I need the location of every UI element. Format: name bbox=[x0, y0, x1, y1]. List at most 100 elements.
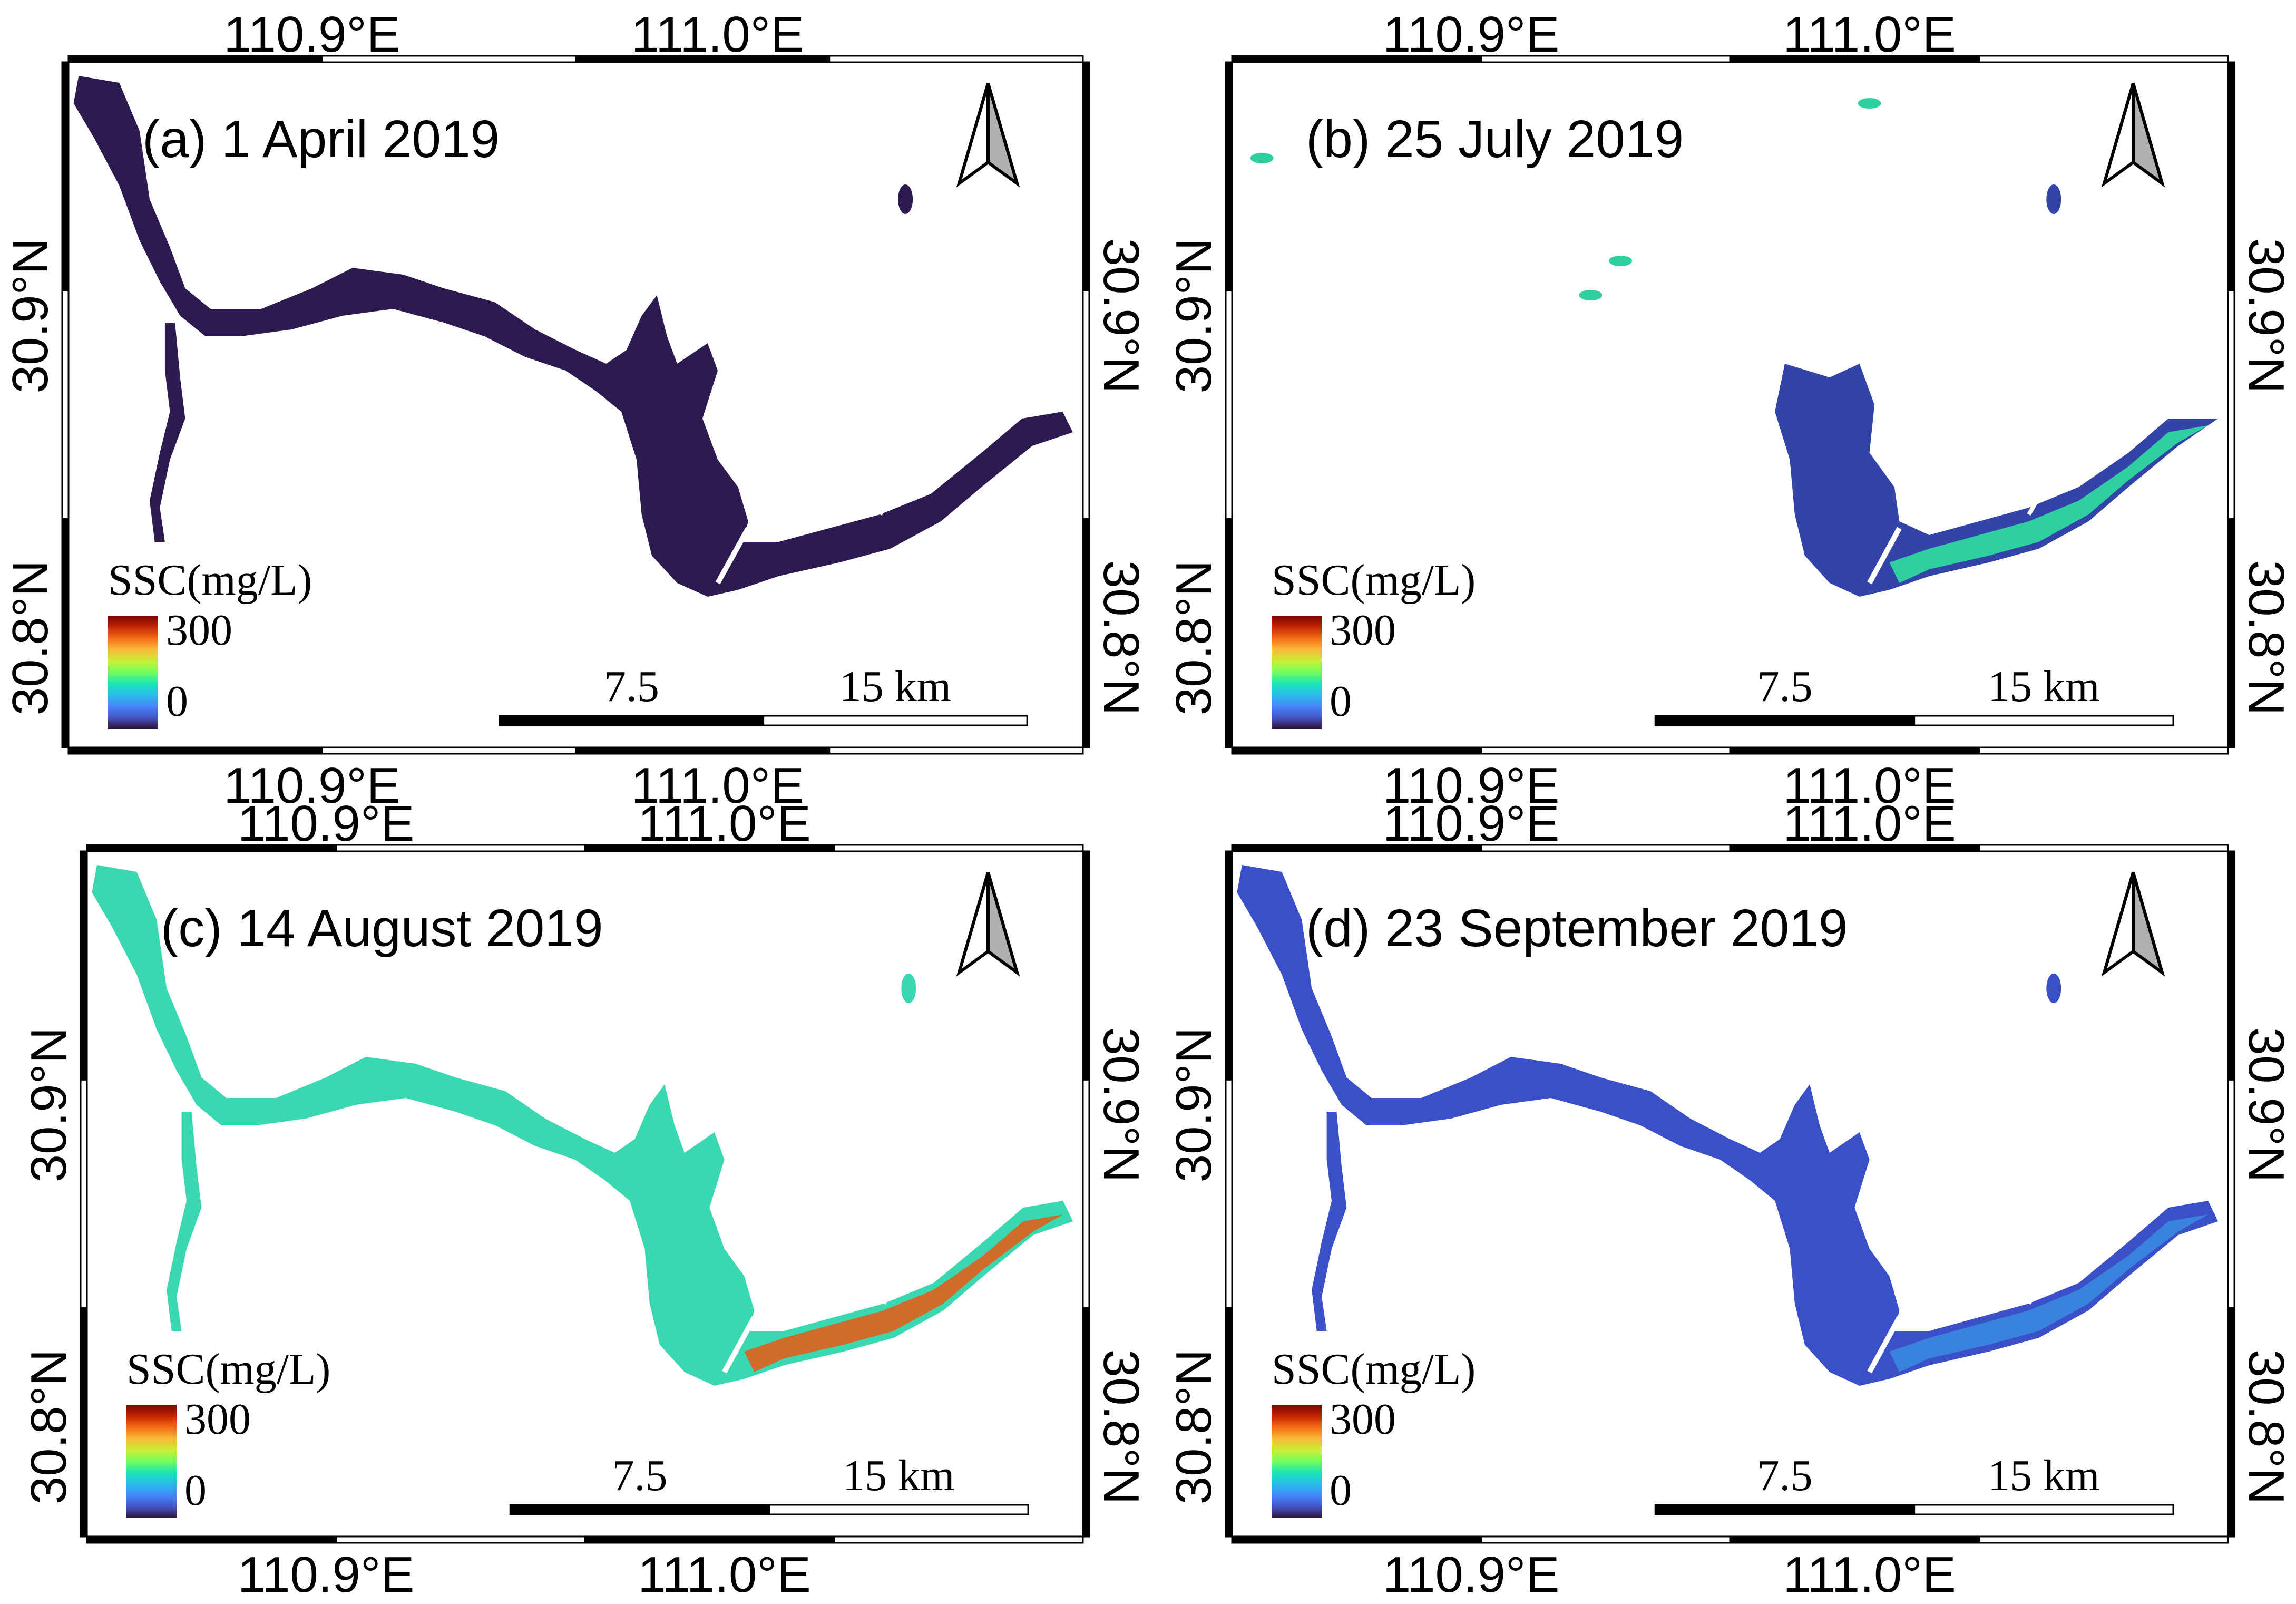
legend-min-label: 0 bbox=[1330, 677, 1352, 726]
latitude-label-right: 30.9°N bbox=[2238, 1027, 2294, 1183]
legend-title: SSC(mg/L) bbox=[1272, 556, 1476, 605]
longitude-label-bottom: 110.9°E bbox=[1383, 757, 1560, 814]
longitude-label-bottom: 111.0°E bbox=[1783, 757, 1956, 814]
longitude-label-bottom: 110.9°E bbox=[223, 757, 400, 814]
legend-title: SSC(mg/L) bbox=[1272, 1345, 1476, 1394]
graticule-bar-left bbox=[61, 289, 70, 520]
water-patch bbox=[1579, 290, 1603, 300]
graticule-bar-left bbox=[1225, 289, 1233, 520]
tributary bbox=[167, 1112, 202, 1331]
graticule-bar-right bbox=[1082, 850, 1090, 1081]
ssc-legend: SSC(mg/L)300 0 bbox=[1272, 1345, 1476, 1518]
latitude-label-left: 30.8°N bbox=[1166, 560, 1222, 716]
graticule-bar-bottom bbox=[1729, 746, 1980, 755]
graticule-bar-left bbox=[61, 61, 70, 291]
graticule-bar-left bbox=[80, 1078, 88, 1309]
latitude-label-right: 30.8°N bbox=[1093, 560, 1149, 716]
graticule-bar-top bbox=[833, 844, 1084, 852]
north-arrow-icon bbox=[959, 83, 1017, 183]
water-body bbox=[92, 865, 1073, 1386]
water-patch bbox=[1609, 256, 1633, 266]
map-panel-d: (d) 23 September 2019 110.9°E 110.9°E 111.0… bbox=[1166, 795, 2294, 1603]
graticule-bar-right bbox=[2227, 518, 2235, 748]
longitude-label-top: 110.9°E bbox=[1383, 795, 1560, 852]
legend-colorbar bbox=[1272, 616, 1322, 729]
scale-bar-end-label: 15 km bbox=[843, 1451, 954, 1500]
legend-max-label: 300 bbox=[166, 606, 232, 655]
graticule-bar-top bbox=[828, 55, 1084, 63]
graticule-bar-right bbox=[1082, 1078, 1090, 1309]
scale-bar-end-label: 15 km bbox=[1988, 1451, 2099, 1500]
water-body bbox=[1237, 865, 2219, 1386]
graticule-bar-bottom bbox=[1231, 746, 1482, 755]
downstream-reach bbox=[738, 425, 1063, 583]
longitude-label-top: 110.9°E bbox=[238, 795, 415, 852]
graticule-bar-left bbox=[1225, 61, 1233, 291]
legend-min-label: 0 bbox=[166, 677, 188, 726]
graticule-bar-right bbox=[2227, 289, 2235, 520]
graticule-bar-left bbox=[80, 850, 88, 1081]
latitude-label-left: 30.8°N bbox=[1166, 1349, 1222, 1505]
scale-bar-mid-label: 7.5 bbox=[604, 662, 659, 711]
legend-min-label: 0 bbox=[1330, 1466, 1352, 1515]
graticule-bar-bottom bbox=[1729, 1535, 1980, 1544]
longitude-label-top: 111.0°E bbox=[1783, 6, 1956, 63]
dam-line bbox=[2027, 1268, 2051, 1305]
graticule-bar-right bbox=[2227, 1078, 2235, 1309]
legend-max-label: 300 bbox=[1330, 606, 1396, 655]
panel-title: (d) 23 September 2019 bbox=[1306, 899, 1848, 958]
tributary bbox=[1312, 1112, 1347, 1331]
ssc-legend: SSC(mg/L)300 0 bbox=[126, 1345, 330, 1518]
graticule-bar-top bbox=[1978, 55, 2229, 63]
water-patch bbox=[1858, 98, 1881, 109]
graticule-bar-right bbox=[2227, 850, 2235, 1081]
graticule-bar-bottom bbox=[1978, 746, 2229, 755]
legend-max-label: 300 bbox=[1330, 1395, 1396, 1444]
map-panel-c: (c) 14 August 2019 110.9°E 110.9°E 111.0°E 1… bbox=[21, 795, 1149, 1603]
graticule-bar-right bbox=[2227, 1307, 2235, 1538]
legend-title: SSC(mg/L) bbox=[126, 1345, 330, 1394]
graticule-bar-bottom bbox=[335, 1535, 586, 1544]
tributary bbox=[150, 323, 185, 542]
longitude-label-top: 111.0°E bbox=[1783, 795, 1956, 852]
longitude-label-bottom: 111.0°E bbox=[638, 1547, 810, 1603]
latitude-label-right: 30.9°N bbox=[1093, 238, 1149, 394]
scale-bar-end-label: 15 km bbox=[839, 662, 951, 711]
legend-title: SSC(mg/L) bbox=[108, 556, 312, 605]
graticule-bar-bottom bbox=[1480, 746, 1731, 755]
dam-line bbox=[882, 1268, 906, 1305]
water-body bbox=[1250, 98, 2219, 597]
north-arrow-icon bbox=[2104, 872, 2162, 973]
scale-bar-end-label: 15 km bbox=[1988, 662, 2099, 711]
graticule-bar-bottom bbox=[67, 746, 323, 755]
scale-bar-black bbox=[499, 715, 765, 726]
dam-line bbox=[1867, 527, 1902, 585]
scale-bar: 7.5 15 km bbox=[1654, 1451, 2174, 1515]
graticule-bar-right bbox=[1082, 1307, 1090, 1538]
longitude-label-top: 111.0°E bbox=[638, 795, 810, 852]
graticule-bar-bottom bbox=[575, 746, 831, 755]
graticule-bar-left bbox=[1225, 1078, 1233, 1309]
graticule-bar-right bbox=[2227, 61, 2235, 291]
legend-max-label: 300 bbox=[184, 1395, 251, 1444]
graticule-bar-left bbox=[80, 1307, 88, 1538]
dam-line bbox=[1867, 1316, 1902, 1374]
north-arrow-icon bbox=[2104, 83, 2162, 183]
pond bbox=[898, 184, 913, 214]
pond bbox=[901, 974, 916, 1003]
water-patch bbox=[1250, 153, 1274, 163]
longitude-label-top: 110.9°E bbox=[223, 6, 400, 63]
latitude-label-left: 30.9°N bbox=[21, 1027, 77, 1183]
legend-min-label: 0 bbox=[184, 1466, 207, 1515]
longitude-label-bottom: 110.9°E bbox=[1383, 1547, 1560, 1603]
map-panel-b: (b) 25 July 2019 110.9°E 110.9°E 111.0°E 111… bbox=[1166, 6, 2294, 814]
scale-bar: 7.5 15 km bbox=[499, 662, 1028, 726]
longitude-label-bottom: 110.9°E bbox=[238, 1547, 415, 1603]
scale-bar: 7.5 15 km bbox=[509, 1451, 1029, 1515]
legend-colorbar bbox=[1272, 1405, 1322, 1518]
latitude-label-left: 30.8°N bbox=[21, 1349, 77, 1505]
graticule-bar-bottom bbox=[1978, 1535, 2229, 1544]
pond bbox=[2046, 184, 2061, 214]
latitude-label-left: 30.8°N bbox=[2, 560, 58, 716]
